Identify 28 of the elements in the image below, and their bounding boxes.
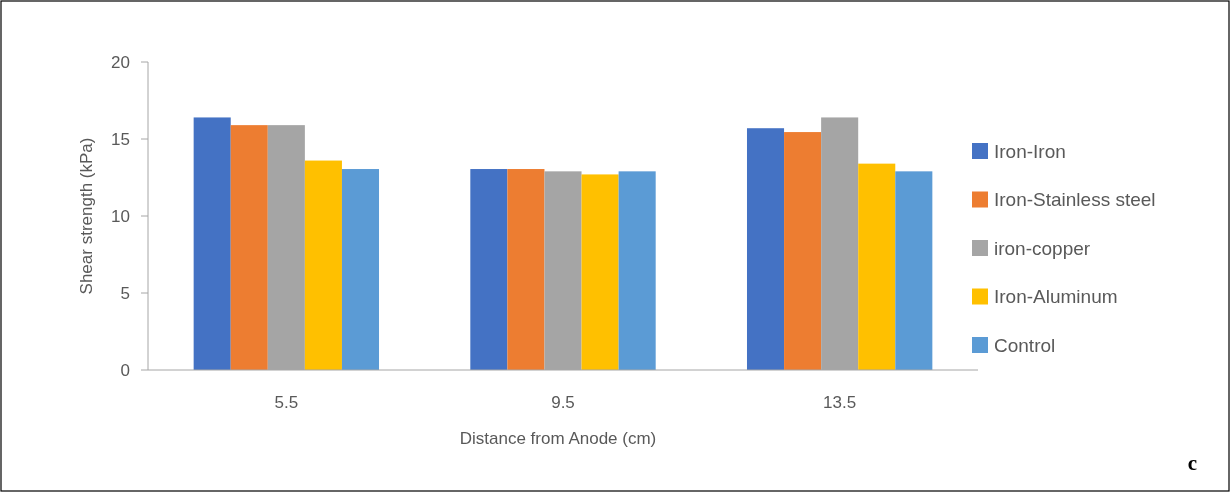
bar	[507, 169, 545, 370]
bar	[230, 125, 268, 370]
bar	[304, 160, 342, 370]
bar	[895, 171, 933, 370]
bar	[784, 132, 822, 370]
bar	[470, 169, 508, 370]
y-tick-label: 0	[120, 360, 130, 380]
bar	[581, 174, 619, 370]
bar	[858, 163, 896, 370]
bar	[746, 128, 785, 370]
bar	[618, 171, 656, 370]
legend-label: Iron-Stainless steel	[994, 189, 1156, 211]
legend-label: iron-copper	[994, 237, 1091, 259]
y-tick-label: 10	[111, 206, 130, 226]
bar	[193, 117, 231, 370]
y-tick-label: 20	[111, 52, 130, 72]
x-axis-title: Distance from Anode (cm)	[459, 429, 657, 448]
bar	[341, 169, 380, 370]
legend-label: Iron-Aluminum	[994, 286, 1118, 308]
y-axis-title: Shear strength (kPa)	[77, 137, 96, 295]
y-tick-label: 15	[111, 129, 130, 149]
x-tick-label: 13.5	[823, 393, 857, 412]
text: c	[1187, 451, 1197, 475]
legend-label: Control	[994, 334, 1056, 356]
x-tick-label: 5.5	[274, 393, 299, 412]
y-tick-label: 5	[120, 283, 130, 303]
x-tick-label: 9.5	[551, 393, 575, 412]
legend-label: Iron-Iron	[994, 140, 1066, 162]
